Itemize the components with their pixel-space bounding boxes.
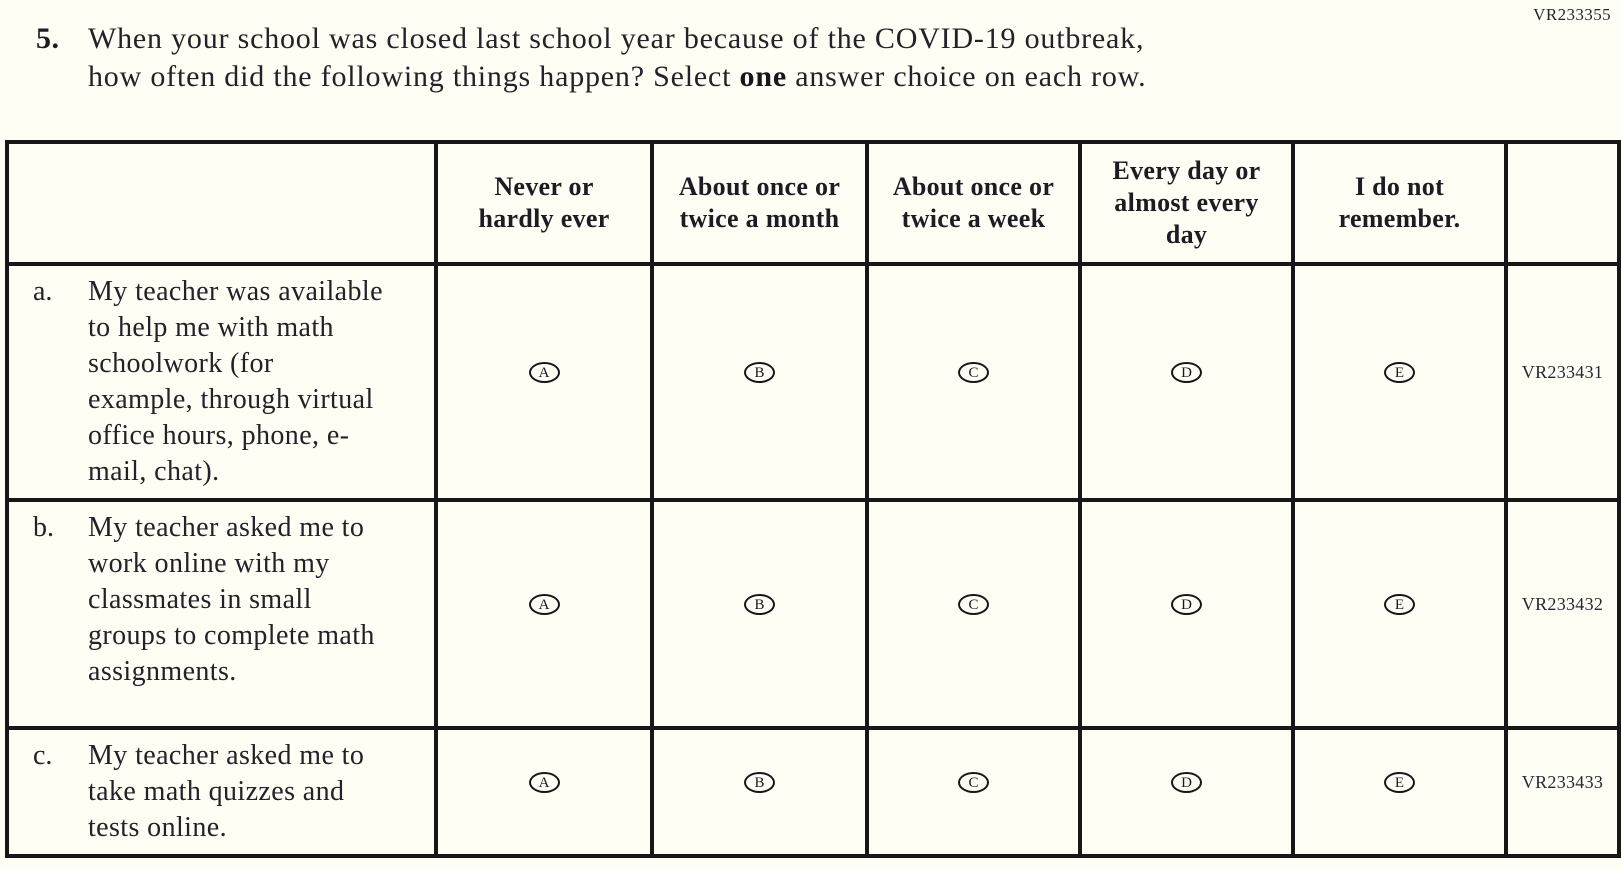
bubble-row-b-choice-E[interactable]: E (1384, 594, 1415, 615)
row-label-c: c. (33, 740, 53, 771)
item-code-c: VR233433 (1504, 726, 1621, 858)
column-header-never: Never or hardly ever (434, 140, 654, 266)
cell-b-choice-B: B (650, 498, 869, 730)
column-header-do-not-remember: I do not remember. (1291, 140, 1508, 266)
cell-c-choice-B: B (650, 726, 869, 858)
cell-a-choice-A: A (434, 262, 654, 502)
row-label-a: a. (33, 276, 53, 307)
header-stem-empty (5, 140, 438, 266)
cell-a-choice-E: E (1291, 262, 1508, 502)
cell-a-choice-D: D (1078, 262, 1295, 502)
bubble-row-a-choice-A[interactable]: A (528, 362, 560, 383)
column-header-once-twice-month: About once or twice a month (650, 140, 869, 266)
item-code-a: VR233431 (1504, 262, 1621, 502)
bubble-row-c-choice-A[interactable]: A (528, 772, 560, 793)
cell-b-choice-D: D (1078, 498, 1295, 730)
stem-cell-a: a. My teacher was available to help me w… (5, 262, 438, 502)
column-header-once-twice-week: About once or twice a week (865, 140, 1082, 266)
question-line2-after: answer choice on each row. (786, 60, 1147, 93)
bubble-row-b-choice-B[interactable]: B (744, 594, 775, 615)
cell-b-choice-C: C (865, 498, 1082, 730)
row-label-b: b. (33, 512, 54, 543)
cell-c-choice-A: A (434, 726, 654, 858)
cell-b-choice-E: E (1291, 498, 1508, 730)
question-text: When your school was closed last school … (88, 20, 1146, 96)
header-code-empty (1504, 140, 1621, 266)
question-number: 5. (36, 22, 60, 55)
bubble-row-c-choice-D[interactable]: D (1171, 772, 1202, 793)
bubble-row-b-choice-D[interactable]: D (1171, 594, 1202, 615)
form-code: VR233355 (1533, 5, 1611, 24)
table-row-b: b. My teacher asked me to work online wi… (5, 498, 1621, 730)
question-block: 5. When your school was closed last scho… (36, 20, 1556, 96)
bubble-row-c-choice-B[interactable]: B (744, 772, 775, 793)
question-line1: When your school was closed last school … (88, 22, 1145, 55)
bubble-row-a-choice-E[interactable]: E (1384, 362, 1415, 383)
table-row-c: c. My teacher asked me to take math quiz… (5, 726, 1621, 858)
row-text-c: My teacher asked me to take math quizzes… (88, 740, 365, 843)
bubble-row-b-choice-A[interactable]: A (528, 594, 560, 615)
row-text-a: My teacher was available to help me with… (88, 276, 383, 487)
bubble-row-b-choice-C[interactable]: C (958, 594, 989, 615)
stem-cell-c: c. My teacher asked me to take math quiz… (5, 726, 438, 858)
stem-cell-b: b. My teacher asked me to work online wi… (5, 498, 438, 730)
row-text-b: My teacher asked me to work online with … (88, 512, 375, 687)
bubble-row-c-choice-C[interactable]: C (958, 772, 989, 793)
response-matrix-table: Never or hardly ever About once or twice… (5, 140, 1621, 858)
cell-c-choice-C: C (865, 726, 1082, 858)
bubble-row-a-choice-C[interactable]: C (958, 362, 989, 383)
question-bold-word: one (739, 60, 787, 93)
cell-a-choice-C: C (865, 262, 1082, 502)
cell-b-choice-A: A (434, 498, 654, 730)
bubble-row-a-choice-B[interactable]: B (744, 362, 775, 383)
table-row-a: a. My teacher was available to help me w… (5, 262, 1621, 502)
header-row: Never or hardly ever About once or twice… (5, 140, 1621, 266)
cell-a-choice-B: B (650, 262, 869, 502)
question-line2-before: how often did the following things happe… (88, 60, 740, 93)
cell-c-choice-E: E (1291, 726, 1508, 858)
bubble-row-a-choice-D[interactable]: D (1171, 362, 1202, 383)
bubble-row-c-choice-E[interactable]: E (1384, 772, 1415, 793)
cell-c-choice-D: D (1078, 726, 1295, 858)
column-header-every-day: Every day or almost every day (1078, 140, 1295, 266)
item-code-b: VR233432 (1504, 498, 1621, 730)
